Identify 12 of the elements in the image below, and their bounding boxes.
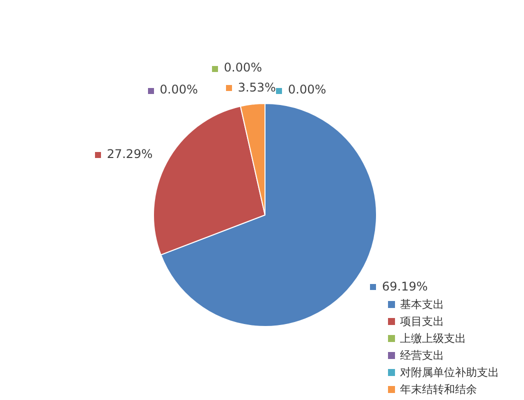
data-label: 27.29%	[106, 146, 153, 161]
text: 0.00%	[160, 82, 198, 97]
legend-label: 年末结转和结余	[400, 382, 477, 398]
legend-label: 基本支出	[400, 297, 444, 313]
legend-label: 上缴上级支出	[400, 331, 466, 347]
data-label: 69.19%	[382, 279, 428, 294]
data-label: 3.53%	[238, 80, 276, 94]
text: 0.00%	[288, 82, 326, 97]
text: 0.00%	[224, 60, 262, 75]
legend-label: 经营支出	[400, 348, 444, 364]
legend-label: 对附属单位补助支出	[400, 365, 499, 381]
legend-label: 项目支出	[400, 314, 444, 330]
